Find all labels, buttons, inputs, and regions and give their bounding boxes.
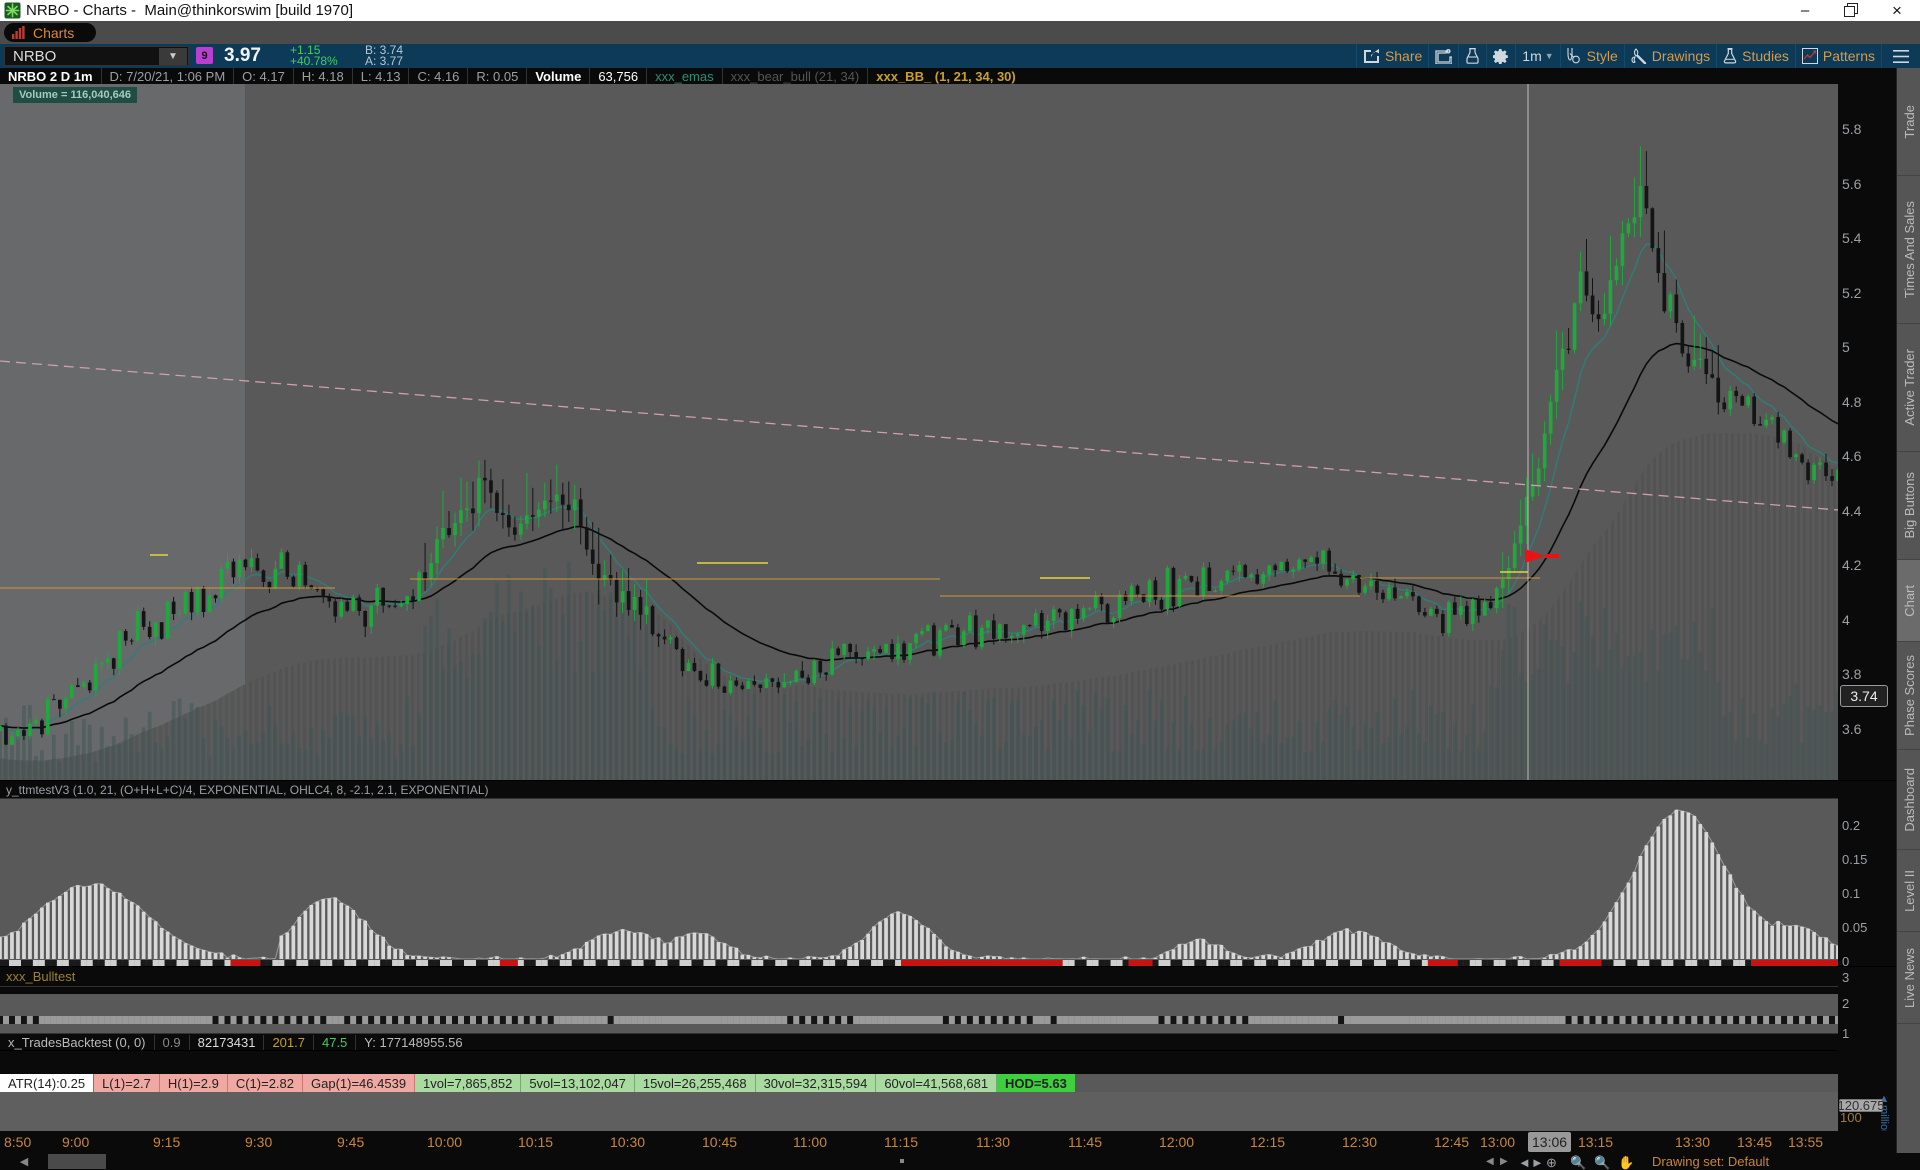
svg-text:i: i bbox=[1448, 49, 1449, 53]
